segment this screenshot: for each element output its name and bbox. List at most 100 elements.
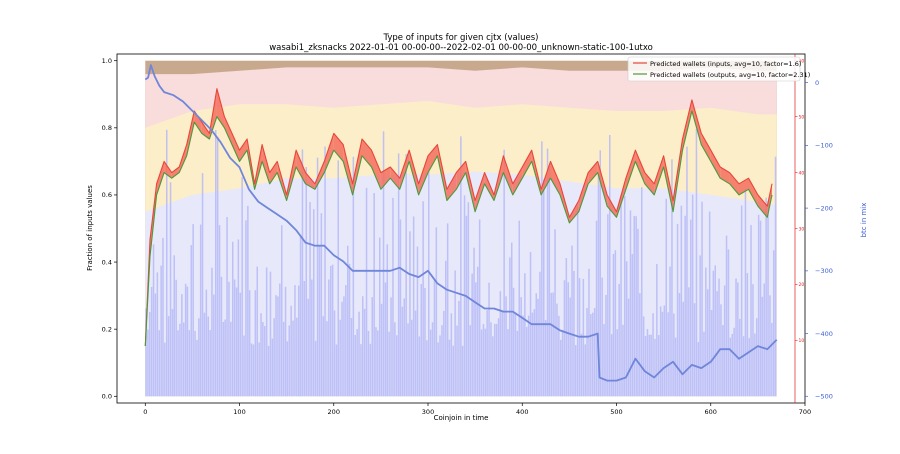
fresh-bar [686, 146, 688, 397]
wallet-diff-segment [503, 155, 513, 195]
fresh-bar [309, 202, 311, 397]
x-axis: 0 100 200 300 400 500 600 700 [143, 403, 811, 416]
fresh-bar [599, 150, 601, 397]
fresh-bar [316, 157, 319, 397]
fresh-bar [384, 282, 387, 397]
fresh-bar [543, 179, 545, 397]
x-axis-label: Coinjoin in time [434, 414, 489, 422]
fresh-bar [318, 246, 321, 397]
fresh-bar [326, 321, 328, 397]
wallet-diff-segment [409, 150, 419, 195]
fresh-bar [256, 266, 258, 397]
wallet-diff-segment [216, 88, 225, 128]
x-tick-label: 600 [705, 408, 717, 416]
wallet-diff-segment [380, 167, 391, 190]
fresh-bar [514, 312, 517, 397]
y-wallet-tick-label: 60 [799, 59, 805, 65]
fresh-bar [258, 342, 260, 397]
fresh-bar [605, 295, 607, 397]
wallet-diff-segment [456, 161, 466, 190]
fresh-bar [680, 205, 683, 397]
fresh-bar [420, 284, 422, 397]
y-axis-mix-label: btc in mix [860, 203, 868, 238]
x-tick-label: 400 [516, 408, 528, 416]
fresh-bar [576, 206, 579, 397]
fresh-bar [220, 276, 223, 397]
wallet-diff-segment [296, 150, 306, 184]
fresh-bar [584, 344, 586, 397]
y-mix-tick-label: −200 [815, 204, 833, 212]
fresh-bar [484, 328, 487, 397]
wallet-diff-segment [239, 139, 248, 162]
fresh-bar [759, 220, 762, 397]
fresh-bar [767, 200, 769, 397]
fresh-bar [435, 227, 438, 397]
fresh-bar [661, 311, 664, 397]
fresh-bar [209, 330, 211, 397]
fresh-bar [497, 318, 500, 397]
fresh-bar [756, 318, 758, 397]
fresh-bar [350, 318, 353, 397]
fresh-bar [331, 264, 334, 397]
plot-frame [116, 53, 806, 404]
fresh-bar [774, 156, 777, 397]
fresh-bar [428, 171, 430, 397]
fresh-bar [501, 311, 503, 397]
fresh-bar [635, 216, 637, 397]
fresh-bar [754, 333, 756, 397]
x-tick-label: 100 [233, 408, 245, 416]
fresh-bar [237, 239, 240, 397]
fresh-bar [177, 330, 179, 397]
fresh-bar [716, 291, 718, 397]
fresh-bar [215, 130, 217, 397]
y-tick-label: 0.8 [102, 124, 112, 132]
fresh-bar [448, 339, 451, 397]
fresh-bar [286, 341, 289, 397]
wallet-diff-segment [748, 178, 758, 207]
wallet-diff-segment [269, 161, 278, 184]
wallet-diff-segment [757, 194, 768, 218]
fresh-bar [262, 322, 264, 397]
fresh-bar [644, 336, 647, 397]
fresh-bar [230, 321, 232, 397]
wallet-diff-segment [418, 155, 428, 195]
fresh-bar [488, 282, 490, 397]
fresh-bar [550, 292, 552, 397]
legend-inputs-label: Predicted wallets (inputs, avg=10, facto… [650, 60, 801, 68]
wallet-diff-segment [232, 133, 240, 162]
wallet-diff-segment [607, 194, 617, 218]
wallet-diff-segment [550, 161, 560, 195]
fresh-bar [426, 340, 428, 397]
fresh-bar [181, 294, 183, 397]
fresh-bar [207, 316, 209, 397]
series-inputs-line [144, 88, 773, 347]
fresh-bar [733, 327, 735, 397]
fresh-bar [658, 335, 660, 397]
fresh-bar [729, 337, 732, 397]
fresh-bar [275, 295, 277, 397]
fresh-bar [595, 220, 598, 397]
fresh-bar [252, 344, 255, 397]
fresh-bar [335, 344, 338, 397]
fresh-bar [175, 279, 177, 397]
fresh-bar [458, 300, 460, 397]
y-mix-tick-label: −100 [815, 142, 833, 150]
fresh-bar [467, 202, 470, 397]
fresh-bar [205, 289, 208, 397]
fresh-bar [456, 325, 458, 397]
x-tick-label: 500 [610, 408, 622, 416]
fresh-bar [311, 279, 313, 397]
y-tick-label: 0.2 [102, 325, 112, 333]
fresh-bar [771, 322, 773, 397]
wallet-diff-segment [720, 167, 730, 184]
fresh-bar [412, 216, 415, 397]
wallet-diff-segment [262, 144, 270, 184]
fresh-bar [411, 319, 413, 397]
fresh-bar [322, 316, 324, 397]
fresh-bar [299, 237, 302, 397]
wallet-diff-segment [428, 144, 438, 173]
wallet-diff-segment [156, 161, 165, 195]
y-mix-tick-label: 0 [815, 79, 819, 87]
fresh-bar [371, 297, 373, 397]
fresh-bar [560, 339, 562, 397]
